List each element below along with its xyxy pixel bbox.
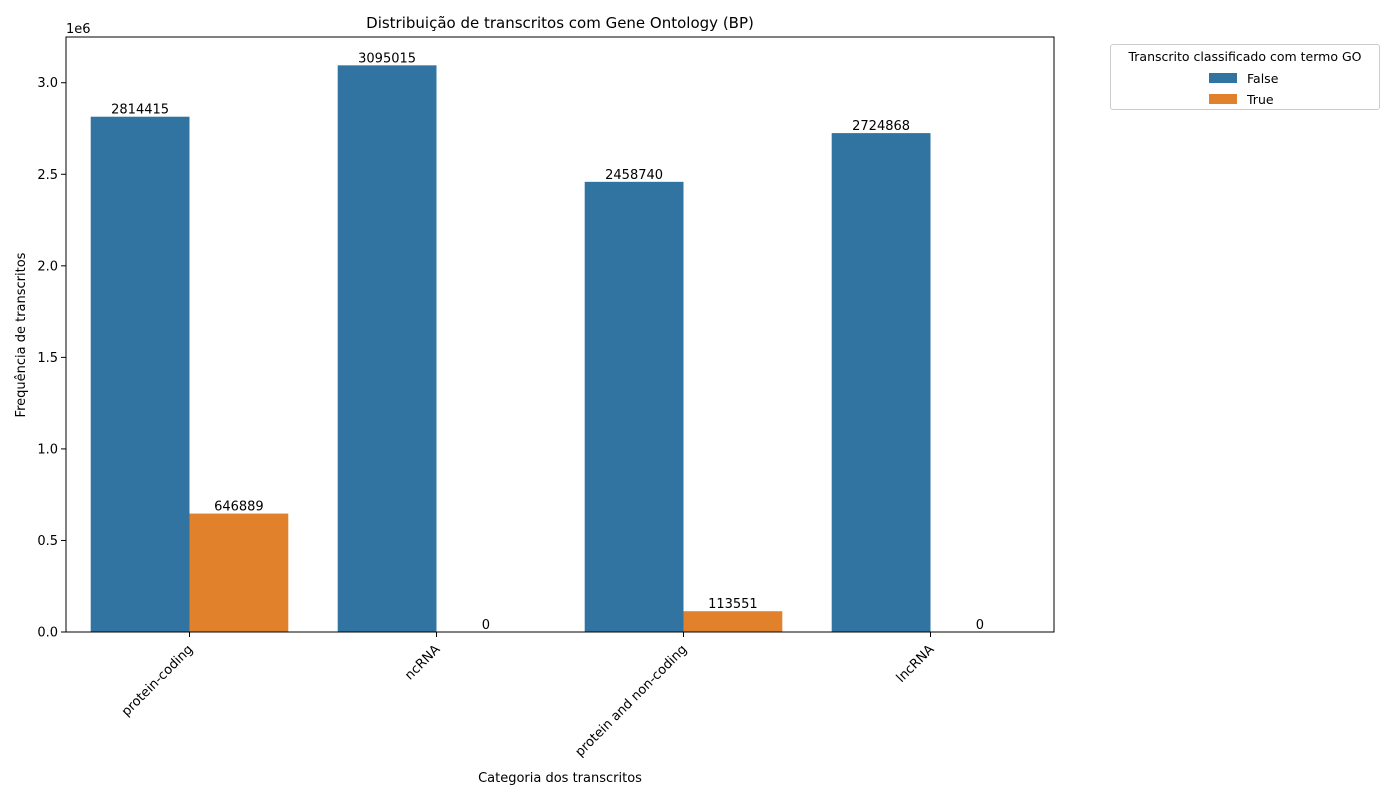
- y-tick-label: 3.0: [37, 76, 58, 91]
- bar-value-label: 2724868: [852, 119, 910, 134]
- y-axis-label: Frequência de transcritos: [14, 252, 29, 417]
- x-axis-label: Categoria dos transcritos: [478, 771, 642, 786]
- bar-false-0: [90, 116, 190, 633]
- bar-true-0: [189, 513, 289, 632]
- legend-item-false: False: [1209, 70, 1278, 86]
- y-tick-label: 0.0: [37, 626, 58, 641]
- legend-swatch-true: [1209, 94, 1237, 104]
- y-tick-label: 0.5: [37, 534, 58, 549]
- bar-value-label: 2814415: [111, 103, 169, 118]
- y-tick-label: 2.0: [37, 259, 58, 274]
- y-tick-label: 1.0: [37, 442, 58, 457]
- legend-label-true: True: [1247, 91, 1274, 107]
- bar-value-label: 2458740: [605, 168, 663, 183]
- y-tick-label: 1.5: [37, 351, 58, 366]
- plot-frame: [65, 36, 1055, 633]
- bar-value-label: 0: [482, 618, 490, 633]
- chart-title: Distribuição de transcritos com Gene Ont…: [366, 14, 754, 32]
- legend-swatch-false: [1209, 73, 1237, 83]
- bar-value-label: 3095015: [358, 51, 416, 66]
- legend-item-true: True: [1209, 91, 1274, 107]
- legend-label-false: False: [1247, 70, 1279, 86]
- bar-value-label: 646889: [214, 500, 264, 515]
- y-tick-label: 2.5: [37, 168, 58, 183]
- y-offset-label: 1e6: [66, 22, 91, 37]
- bar-true-2: [683, 611, 783, 632]
- bar-value-label: 0: [976, 618, 984, 633]
- legend-title: Transcrito classificado com termo GO: [1128, 49, 1362, 64]
- x-tick-label: ncRNA: [402, 642, 443, 683]
- x-tick-label: lncRNA: [894, 642, 938, 686]
- bar-false-2: [584, 181, 684, 632]
- x-tick-label: protein and non-coding: [573, 642, 691, 760]
- x-tick-label: protein-coding: [119, 642, 196, 719]
- bar-value-label: 113551: [708, 597, 758, 612]
- bar-false-1: [337, 65, 437, 632]
- legend: Transcrito classificado com termo GO Fal…: [1110, 44, 1380, 110]
- bar-false-3: [831, 133, 931, 632]
